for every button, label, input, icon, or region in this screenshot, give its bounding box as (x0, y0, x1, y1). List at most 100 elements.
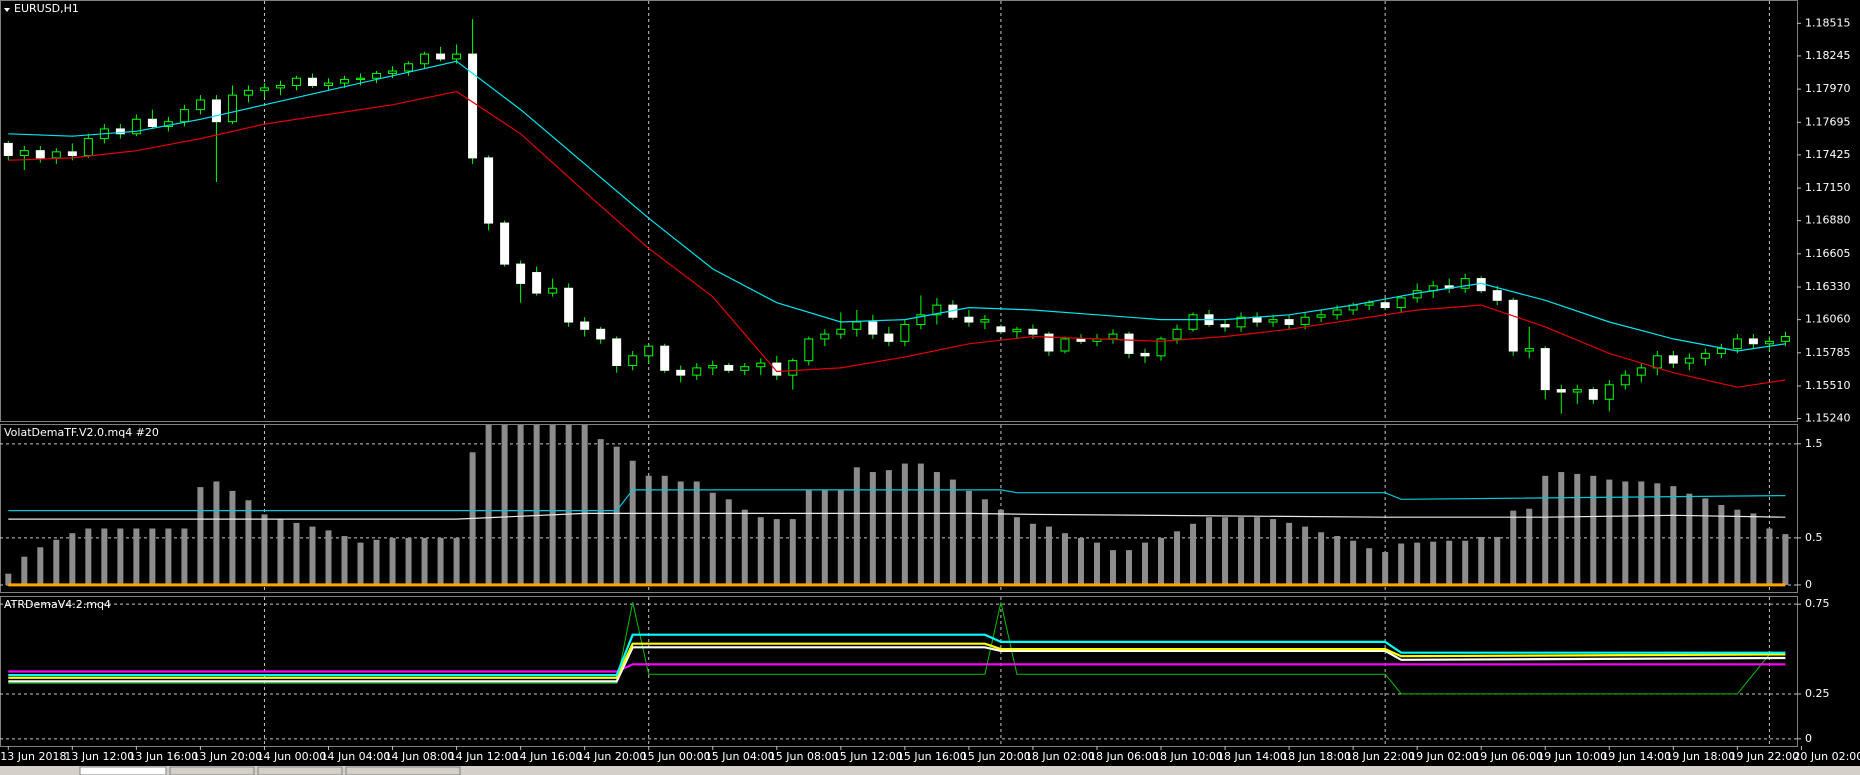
tab[interactable] (257, 766, 343, 775)
histogram-bar (1109, 550, 1116, 585)
histogram-bar (5, 573, 12, 585)
tab[interactable] (169, 766, 255, 775)
candle-body (1588, 389, 1598, 400)
histogram-bar (1622, 481, 1629, 585)
candle-body (420, 53, 430, 65)
histogram-bar (1462, 540, 1469, 585)
candle-body (35, 150, 45, 159)
x-tick-label: 18 Jun 10:00 (1153, 750, 1223, 763)
x-tick-label: 19 Jun 22:00 (1729, 750, 1799, 763)
y-tick-label: 1.16060 (1805, 313, 1851, 326)
candle-body (500, 222, 510, 265)
histogram-bar (1670, 486, 1677, 585)
histogram-bar (1061, 533, 1068, 585)
candle-body (900, 323, 910, 342)
x-tick-label: 19 Jun 02:00 (1409, 750, 1479, 763)
x-tick-label: 15 Jun 04:00 (705, 750, 775, 763)
histogram-bar (725, 499, 732, 585)
histogram-bar (293, 522, 300, 585)
histogram-bar (1654, 483, 1661, 585)
histogram-bar (885, 470, 892, 585)
candle-body (211, 99, 221, 123)
candle-body (916, 314, 926, 325)
indicator-line (8, 646, 1786, 683)
candle-body (67, 151, 77, 156)
indicator1-panel-border (0, 424, 1798, 593)
histogram-bar (1286, 522, 1293, 585)
histogram-bar (133, 528, 140, 585)
histogram-bar (1206, 517, 1213, 585)
x-tick-label: 13 Jun 20:00 (192, 750, 262, 763)
histogram-bar (485, 425, 492, 585)
indicator2-panel-border (0, 596, 1798, 747)
histogram-bar (1350, 540, 1357, 585)
histogram-bar (1318, 532, 1325, 585)
candle-body (1060, 338, 1070, 352)
candle-body (884, 333, 894, 342)
active-tab[interactable] (79, 766, 167, 775)
y-tick-label: 1.17425 (1805, 148, 1851, 161)
candle-body (1716, 348, 1726, 354)
candle-body (227, 94, 237, 123)
candle-body (324, 82, 333, 86)
histogram-bar (837, 489, 844, 585)
histogram-bar (501, 425, 508, 585)
x-tick-label: 13 Jun 12:00 (64, 750, 134, 763)
histogram-bar (549, 425, 556, 585)
candle-body (548, 287, 558, 294)
y-tick-label: 0.25 (1805, 687, 1830, 700)
y-tick-label: 0.75 (1805, 597, 1830, 610)
histogram-bar (421, 537, 428, 585)
x-tick-label: 14 Jun 08:00 (385, 750, 455, 763)
histogram-bar (261, 514, 268, 585)
panel-menu-arrow[interactable] (4, 8, 10, 12)
histogram-bar (1045, 526, 1052, 585)
y-tick-label: 0.5 (1805, 531, 1823, 544)
candle-body (932, 304, 942, 316)
histogram-bar (613, 446, 620, 585)
y-tick-label: 1.17695 (1805, 115, 1851, 128)
candle-body (275, 84, 285, 89)
histogram-bar (869, 472, 876, 585)
candle-body (1572, 389, 1582, 393)
candle-body (195, 99, 205, 111)
candle-body (131, 118, 141, 135)
candle-body (1028, 328, 1038, 335)
histogram-bar (117, 528, 124, 585)
histogram-bar (37, 547, 44, 585)
y-tick-label: 1.16605 (1805, 247, 1851, 260)
tab[interactable] (345, 766, 461, 775)
x-tick-label: 14 Jun 16:00 (513, 750, 583, 763)
x-tick-label: 14 Jun 20:00 (577, 750, 647, 763)
candle-body (804, 338, 814, 362)
x-tick-label: 18 Jun 06:00 (1089, 750, 1159, 763)
candle-body (708, 364, 718, 369)
candle-body (1636, 367, 1646, 376)
histogram-bar (1558, 472, 1565, 585)
histogram-bar (165, 528, 172, 585)
candle-body (596, 328, 606, 340)
x-tick-label: 15 Jun 12:00 (833, 750, 903, 763)
candle-body (1364, 302, 1374, 306)
x-tick-label: 13 Jun 2018 (0, 750, 66, 763)
indicator-line (8, 512, 1786, 520)
x-tick-label: 19 Jun 18:00 (1665, 750, 1735, 763)
x-tick-label: 19 Jun 06:00 (1473, 750, 1543, 763)
candle-body (356, 77, 366, 80)
candle-body (1764, 340, 1774, 345)
histogram-bar (757, 517, 764, 585)
histogram-bar (949, 479, 956, 585)
candle-body (1668, 355, 1678, 364)
histogram-bar (789, 519, 796, 585)
histogram-bar (53, 539, 60, 585)
indicator-line (8, 663, 1786, 673)
candle-body (1540, 348, 1550, 391)
histogram-bar (1158, 537, 1165, 585)
x-tick-label: 18 Jun 02:00 (1025, 750, 1095, 763)
histogram-bar (1430, 541, 1437, 585)
panel-title: EURUSD,H1 (14, 2, 79, 15)
candle-body (676, 369, 686, 376)
histogram-bar (1270, 519, 1277, 585)
